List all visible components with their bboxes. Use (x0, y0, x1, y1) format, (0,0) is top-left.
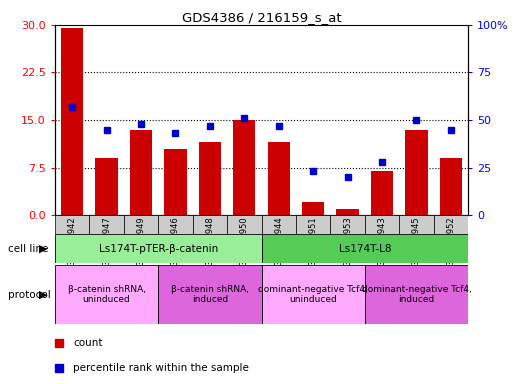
Bar (233, 120, 255, 215)
Text: GSM461947: GSM461947 (102, 216, 111, 267)
Bar (262, 265, 365, 324)
Text: GSM461946: GSM461946 (171, 216, 180, 267)
Bar (55, 234, 262, 263)
Bar (399, 215, 434, 234)
Bar (365, 265, 468, 324)
Bar (336, 209, 359, 215)
Bar (192, 215, 227, 234)
Bar (434, 215, 468, 234)
Bar (164, 149, 187, 215)
Text: GSM461950: GSM461950 (240, 216, 249, 266)
Text: GSM461944: GSM461944 (274, 216, 283, 266)
Bar (227, 215, 262, 234)
Text: GSM461943: GSM461943 (378, 216, 386, 267)
Bar (158, 265, 262, 324)
Text: dominant-negative Tcf4,
uninduced: dominant-negative Tcf4, uninduced (258, 285, 368, 305)
Text: GSM461949: GSM461949 (137, 216, 145, 266)
Text: ▶: ▶ (39, 243, 48, 254)
Bar (365, 215, 399, 234)
Bar (124, 215, 158, 234)
Bar (89, 215, 124, 234)
Text: Ls174T-pTER-β-catenin: Ls174T-pTER-β-catenin (98, 243, 218, 254)
Bar (302, 202, 324, 215)
Bar (371, 170, 393, 215)
Text: count: count (73, 338, 103, 348)
Bar (55, 215, 89, 234)
Text: ▶: ▶ (39, 290, 48, 300)
Bar (440, 158, 462, 215)
Text: Ls174T-L8: Ls174T-L8 (338, 243, 391, 254)
Bar (405, 129, 428, 215)
Text: GSM461948: GSM461948 (206, 216, 214, 267)
Text: cell line: cell line (8, 243, 48, 254)
Title: GDS4386 / 216159_s_at: GDS4386 / 216159_s_at (181, 11, 342, 24)
Bar (199, 142, 221, 215)
Text: protocol: protocol (8, 290, 51, 300)
Text: GSM461951: GSM461951 (309, 216, 317, 266)
Bar (268, 142, 290, 215)
Text: β-catenin shRNA,
induced: β-catenin shRNA, induced (171, 285, 249, 305)
Text: dominant-negative Tcf4,
induced: dominant-negative Tcf4, induced (361, 285, 471, 305)
Text: GSM461952: GSM461952 (446, 216, 456, 266)
Text: GSM461945: GSM461945 (412, 216, 421, 266)
Bar (55, 265, 158, 324)
Text: percentile rank within the sample: percentile rank within the sample (73, 363, 249, 373)
Bar (296, 215, 331, 234)
Bar (331, 215, 365, 234)
Text: GSM461942: GSM461942 (67, 216, 77, 266)
Bar (262, 215, 296, 234)
Bar (158, 215, 192, 234)
Bar (95, 158, 118, 215)
Text: β-catenin shRNA,
uninduced: β-catenin shRNA, uninduced (67, 285, 145, 305)
Bar (262, 234, 468, 263)
Bar (61, 28, 83, 215)
Text: GSM461953: GSM461953 (343, 216, 352, 267)
Bar (130, 129, 152, 215)
